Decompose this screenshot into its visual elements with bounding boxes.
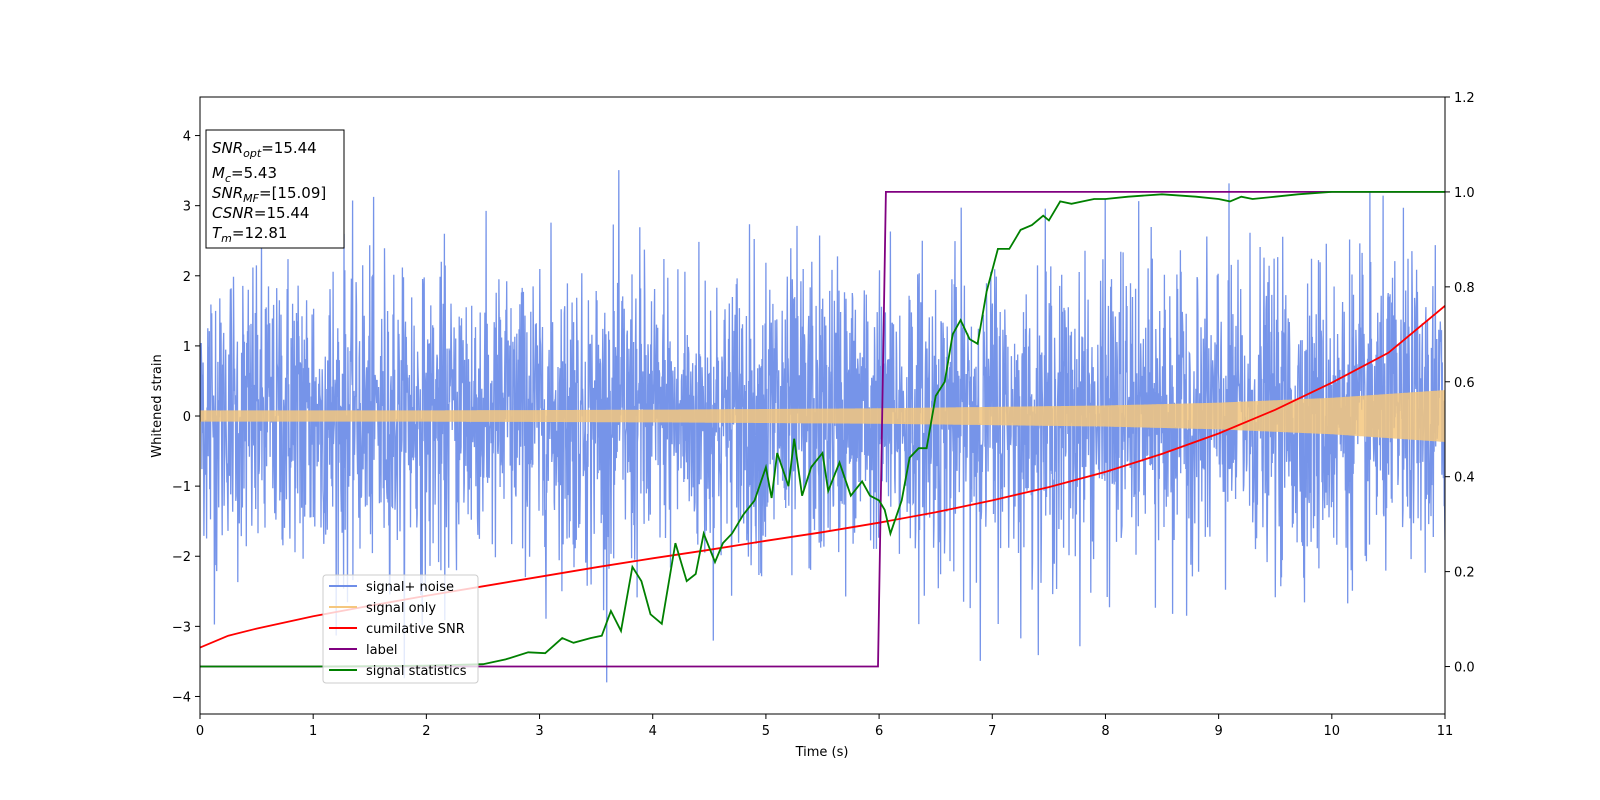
legend-label: signal only: [366, 601, 436, 616]
y-tick-label: −1: [172, 480, 191, 495]
x-tick-label: 0: [196, 724, 204, 739]
legend: signal+ noise signal only cumilative SNR la…: [322, 574, 479, 684]
y-tick-label: 4: [183, 130, 191, 145]
y2-tick-label: 0.8: [1454, 281, 1475, 296]
stats-row: Mc=5.43: [212, 164, 277, 185]
x-tick-label: 10: [1324, 724, 1341, 739]
x-tick-label: 3: [535, 724, 543, 739]
stats-row: SNRMF=[15.09]: [212, 184, 326, 205]
y-tick-label: 3: [183, 200, 191, 215]
stats-row: SNRopt=15.44: [212, 139, 317, 160]
signal-only-line: [200, 390, 1445, 443]
legend-label: signal+ noise: [366, 580, 454, 595]
y2-axis-ticks: 0.0 0.2 0.4 0.6 0.8 1.0 1.2: [1445, 91, 1475, 676]
legend-label: signal statistics: [366, 664, 467, 679]
y2-tick-label: 1.2: [1454, 91, 1475, 106]
legend-label: label: [366, 643, 397, 658]
stats-box: SNRopt=15.44 Mc=5.43SNRMF=[15.09]CSNR=15.…: [205, 129, 345, 249]
x-tick-label: 8: [1101, 724, 1109, 739]
x-axis-label: Time (s): [795, 745, 849, 760]
signal-only-series: [200, 390, 1445, 443]
plot-frame: [199, 96, 1446, 715]
y-axis-label: Whitened strain: [150, 354, 165, 457]
stats-row: Tm=12.81: [212, 224, 287, 245]
signal-statistics-line: [200, 191, 1445, 668]
y2-tick-label: 0.6: [1454, 376, 1475, 391]
legend-label: cumilative SNR: [366, 622, 465, 637]
y-tick-label: 1: [183, 340, 191, 355]
x-tick-label: 7: [988, 724, 996, 739]
x-tick-label: 9: [1214, 724, 1222, 739]
signal-noise-line: [200, 170, 1445, 683]
x-tick-label: 5: [762, 724, 770, 739]
x-tick-label: 4: [649, 724, 657, 739]
x-tick-label: 2: [422, 724, 430, 739]
stats-row: CSNR=15.44: [212, 204, 309, 222]
y-axis-ticks: −4 −3 −2 −1 0 1 2 3 4: [172, 130, 200, 705]
y2-tick-label: 0.0: [1454, 661, 1475, 676]
y2-tick-label: 0.2: [1454, 566, 1475, 581]
y-tick-label: 2: [183, 270, 191, 285]
label-line: [200, 191, 1445, 668]
y2-tick-label: 0.4: [1454, 471, 1475, 486]
y-tick-label: 0: [183, 410, 191, 425]
x-tick-label: 1: [309, 724, 317, 739]
x-axis-ticks: 0 1 2 3 4 5 6 7 8 9 10 11: [196, 714, 1453, 739]
y-tick-label: −2: [172, 550, 191, 565]
legend-frame: [322, 574, 479, 684]
y-tick-label: −3: [172, 620, 191, 635]
x-tick-label: 11: [1437, 724, 1454, 739]
y-tick-label: −4: [172, 690, 191, 705]
stats-box-frame: [205, 129, 345, 249]
y2-tick-label: 1.0: [1454, 186, 1475, 201]
signal-noise-series: [200, 170, 1445, 683]
x-tick-label: 6: [875, 724, 883, 739]
